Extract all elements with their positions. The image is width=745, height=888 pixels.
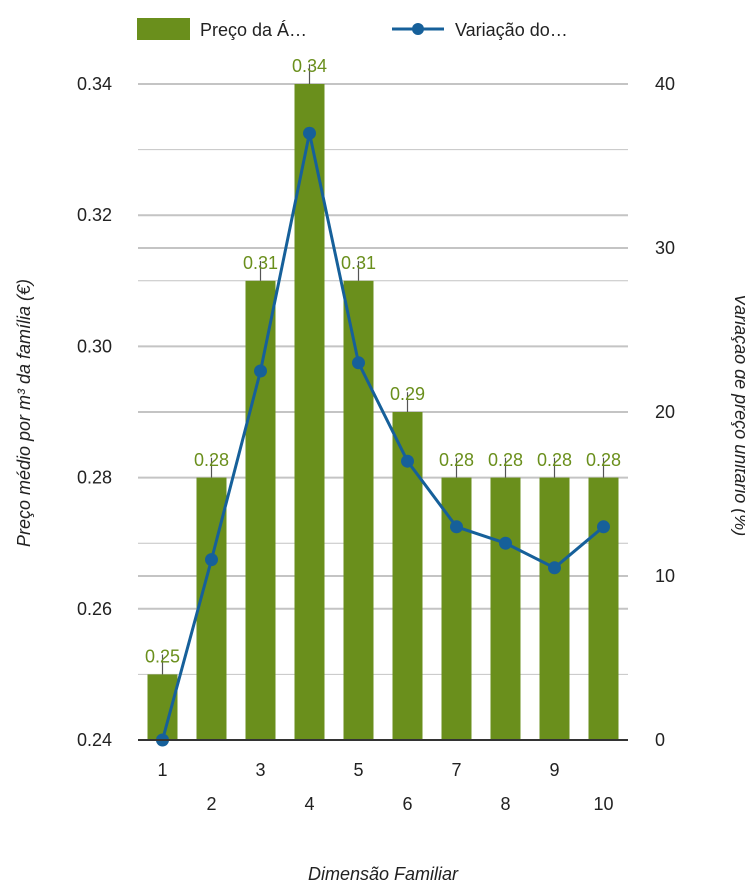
y-axis-title-left: Preço médio por m³ da família (€) <box>14 279 34 547</box>
data-label: 0.25 <box>145 647 180 667</box>
data-label: 0.28 <box>439 450 474 470</box>
line-point <box>401 454 414 468</box>
line-point <box>303 126 316 140</box>
x-tick-label: 5 <box>353 760 363 780</box>
legend[interactable]: Preço da Á… Variação do… <box>137 18 568 40</box>
y-tick-label-right: 20 <box>655 402 675 422</box>
y-tick-label-left: 0.28 <box>77 468 112 488</box>
x-tick-label: 4 <box>304 794 314 814</box>
y-tick-label-left: 0.24 <box>77 730 112 750</box>
legend-label-bar: Preço da Á… <box>200 20 307 40</box>
y-axis-title-right: Variação de preço unitário (%) <box>731 294 745 536</box>
bar <box>147 674 178 740</box>
bar <box>343 280 374 740</box>
x-tick-label: 7 <box>451 760 461 780</box>
x-tick-label: 3 <box>255 760 265 780</box>
line-point <box>548 561 561 575</box>
line-point <box>450 520 463 534</box>
x-axis-title: Dimensão Familiar <box>308 864 459 884</box>
line-point <box>597 520 610 534</box>
data-labels: 0.25 0.28 0.31 0.34 0.31 0.29 0.28 0.28 0.28 0.28 <box>145 56 621 666</box>
line-series <box>156 126 610 747</box>
data-label: 0.28 <box>586 450 621 470</box>
x-tick-label: 6 <box>402 794 412 814</box>
bar-series <box>147 64 619 740</box>
x-tick-label: 9 <box>549 760 559 780</box>
y-tick-label-right: 0 <box>655 730 665 750</box>
bar <box>588 477 619 740</box>
data-label: 0.31 <box>243 253 278 273</box>
y-tick-label-left: 0.34 <box>77 74 112 94</box>
y-tick-label-right: 40 <box>655 74 675 94</box>
data-label: 0.29 <box>390 384 425 404</box>
line-point <box>499 536 512 550</box>
data-label: 0.28 <box>537 450 572 470</box>
axes: 0.24 0.26 0.28 0.30 0.32 0.34 0 10 20 30 40 1 2 3 4 5 6 7… <box>77 74 675 814</box>
y-tick-label-left: 0.30 <box>77 336 112 356</box>
x-tick-label: 2 <box>206 794 216 814</box>
bar <box>245 280 276 740</box>
x-tick-label: 8 <box>500 794 510 814</box>
data-label: 0.34 <box>292 56 327 76</box>
legend-swatch-marker <box>412 23 424 35</box>
y-tick-label-right: 10 <box>655 566 675 586</box>
line-point <box>254 364 267 378</box>
bar <box>539 477 570 740</box>
line-point <box>352 356 365 370</box>
x-tick-label: 1 <box>157 760 167 780</box>
series-line <box>161 132 605 741</box>
y-tick-label-left: 0.26 <box>77 599 112 619</box>
y-tick-label-left: 0.32 <box>77 205 112 225</box>
x-tick-label: 10 <box>593 794 613 814</box>
bar <box>490 477 521 740</box>
y-tick-label-right: 30 <box>655 238 675 258</box>
legend-swatch-bar <box>137 18 190 40</box>
legend-label-line: Variação do… <box>455 20 568 40</box>
data-label: 0.28 <box>488 450 523 470</box>
line-point <box>205 553 218 567</box>
bar <box>441 477 472 740</box>
bar <box>294 84 325 740</box>
data-label: 0.31 <box>341 253 376 273</box>
data-label: 0.28 <box>194 450 229 470</box>
